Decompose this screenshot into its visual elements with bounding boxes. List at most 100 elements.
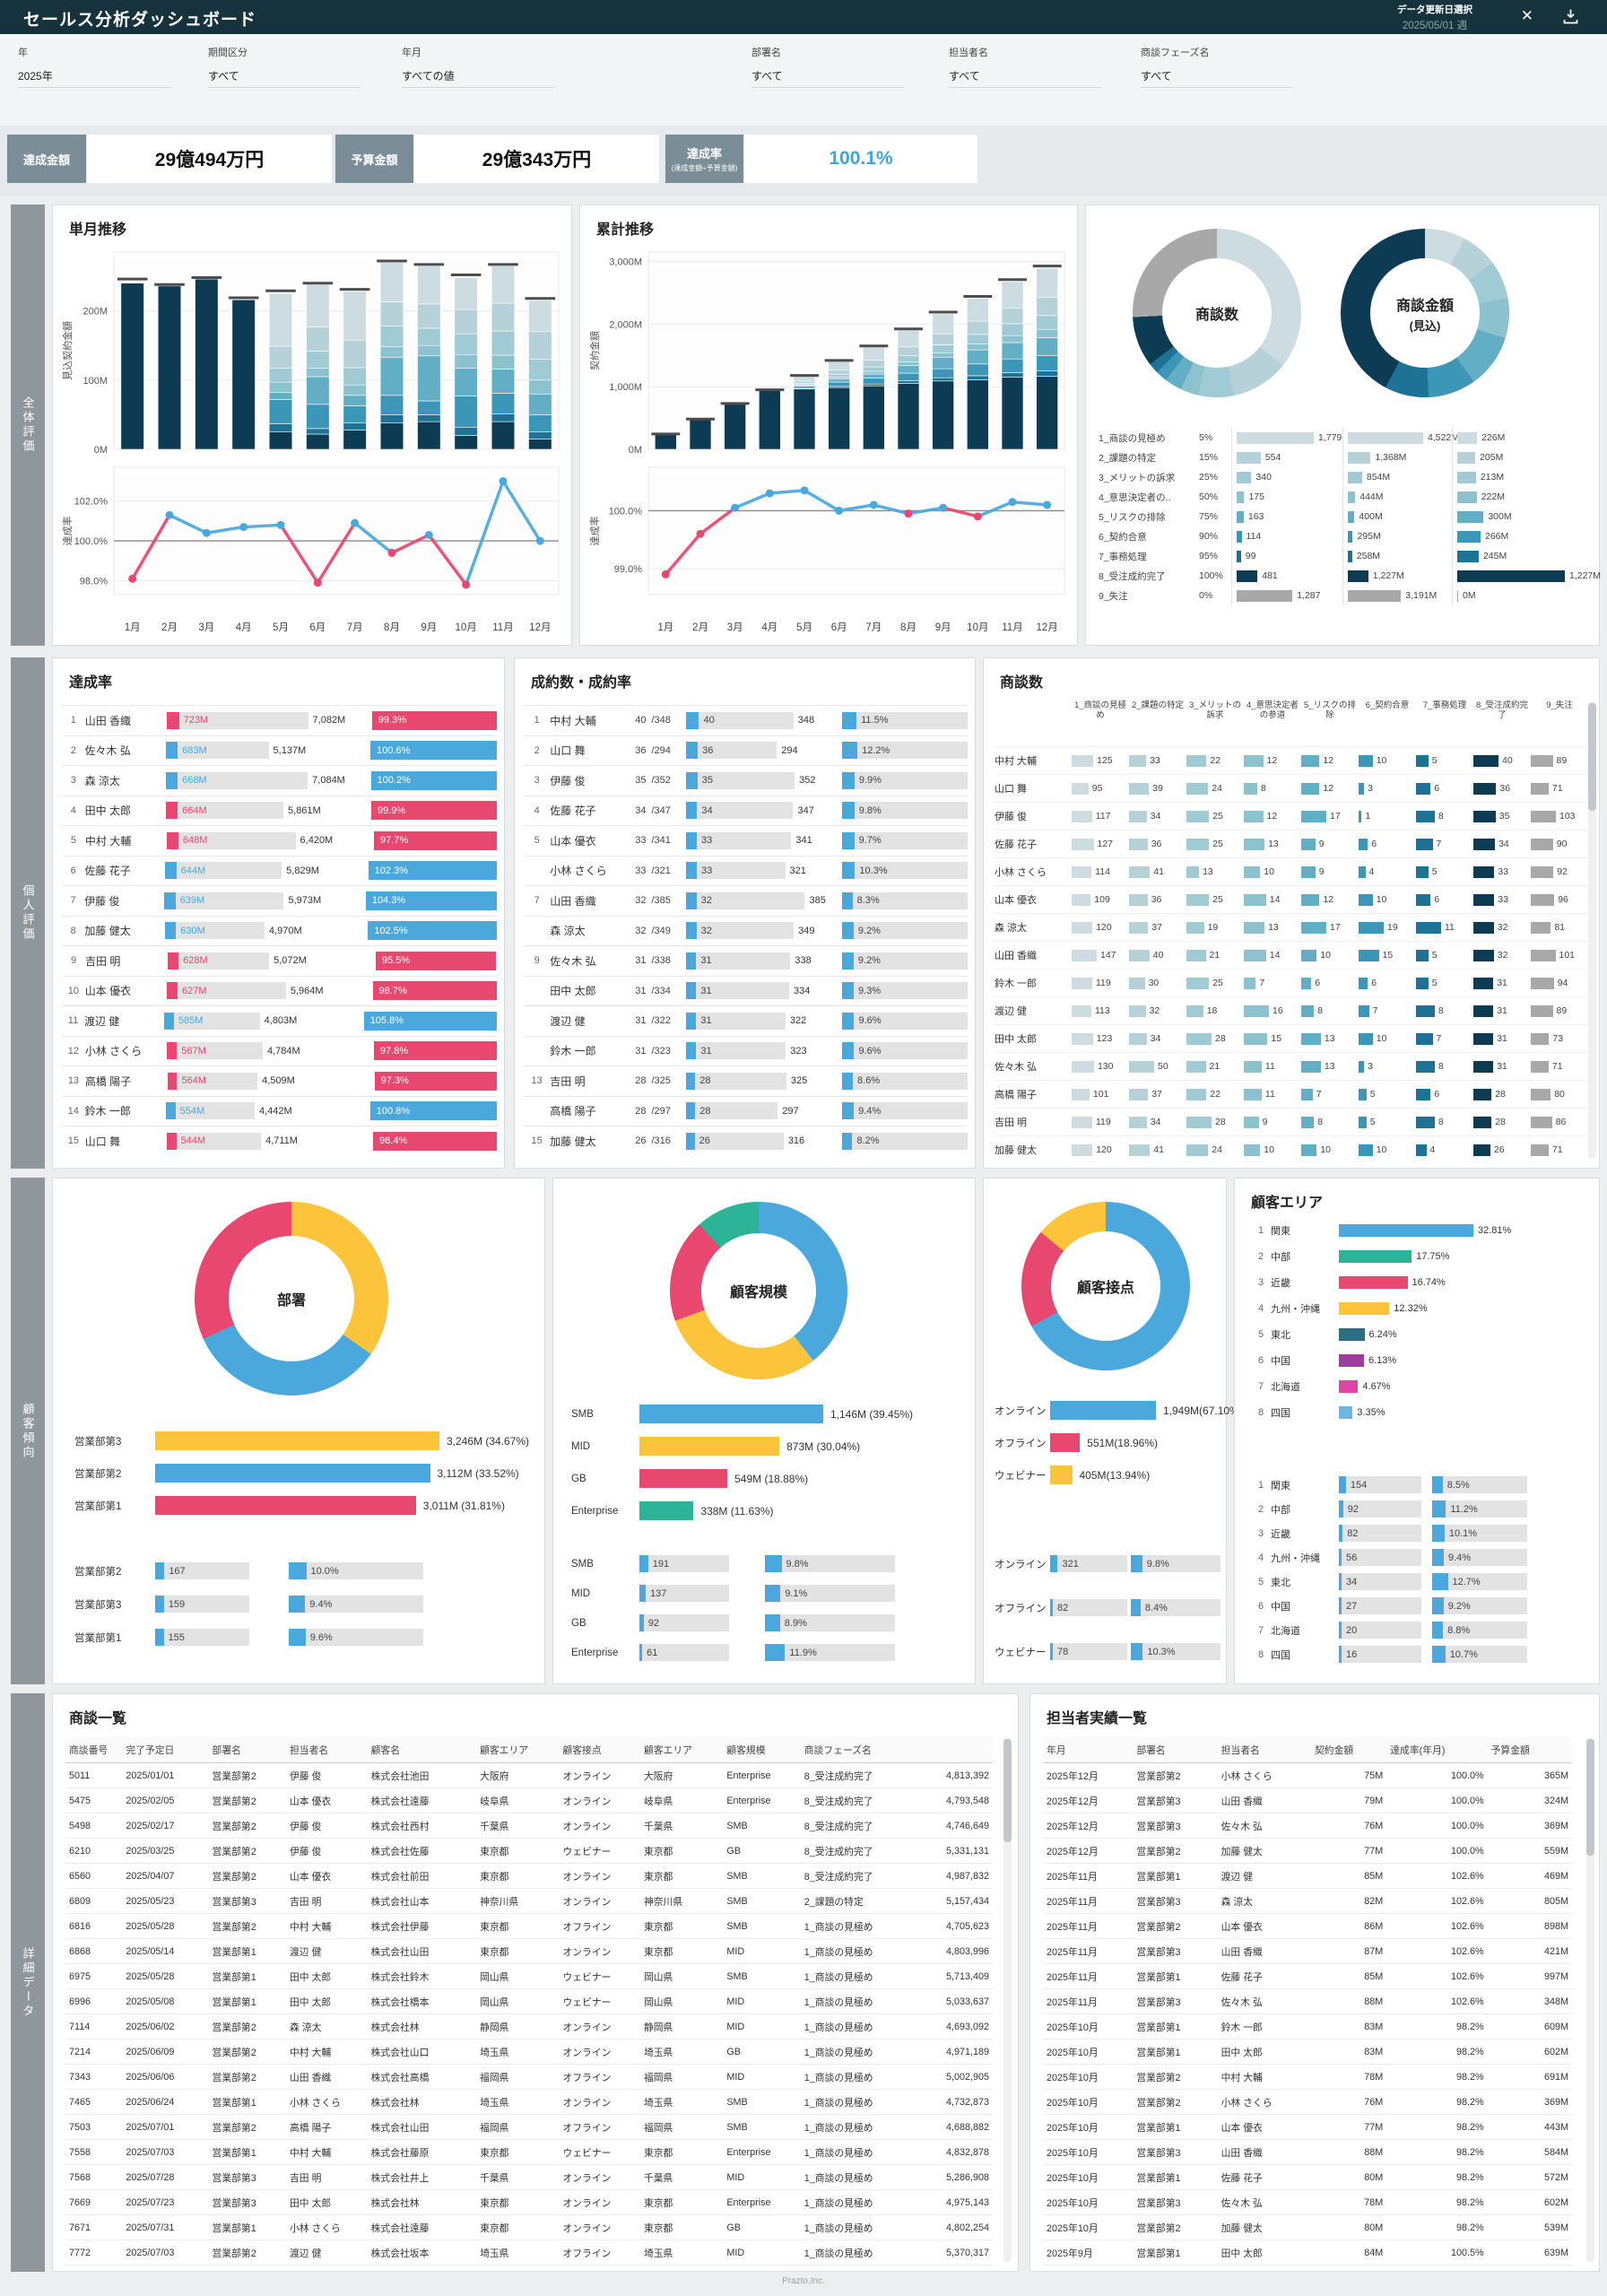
bar-mark[interactable] [1301,1088,1313,1100]
bar-mark[interactable] [1531,921,1551,934]
table-row[interactable]: 15 加藤 健太 26/316 26 316 8.2% [524,1126,969,1156]
filter-value[interactable]: すべての値 [402,68,554,88]
bar-mark[interactable] [166,711,179,729]
rate-bar[interactable]: 99.9% [370,801,497,821]
bar-mark[interactable] [155,1464,430,1483]
bar-mark[interactable] [1129,1116,1147,1128]
bar-mark[interactable] [1531,1060,1549,1073]
bar-mark[interactable] [1072,782,1089,795]
table-row[interactable]: 6816 2025/05/28 営業部第2 中村 大輔 株式会社伊藤 東京都 オフライン 東京… [65,1913,993,1939]
amount-bar-row[interactable]: Enterprise 338M (11.63%) [571,1501,966,1520]
area-mini-row[interactable]: 3 近畿 82 10.1% [1251,1525,1590,1542]
bar-mark[interactable] [1186,1004,1203,1017]
bar-segment[interactable] [932,344,954,353]
table-row[interactable]: 7343 2025/06/06 営業部第2 山田 香織 株式会社高橋 福岡県 オフライン 福岡… [65,2064,993,2090]
bar-segment[interactable] [1001,335,1024,344]
rate-bar[interactable]: 98.4% [373,1131,497,1151]
bar-segment[interactable] [268,345,293,369]
bar-segment[interactable] [932,333,954,345]
bar-segment[interactable] [379,357,404,396]
bar-mark[interactable] [686,862,698,880]
bar-mark[interactable] [1416,921,1441,934]
bar-segment[interactable] [379,414,404,423]
bar-segment[interactable] [863,383,885,387]
rate-bar[interactable]: 102.3% [368,861,497,881]
rate-bar[interactable]: 97.8% [373,1041,497,1061]
area-share-row[interactable]: 2 中部 17.75% [1251,1249,1590,1264]
bar-mark[interactable] [1186,1088,1207,1100]
bar-mark[interactable] [1186,949,1206,961]
legend-row[interactable]: 2_課題の特定 15% 554 1,368M 205M [1099,448,1594,467]
matrix-row[interactable]: 山本 優衣 109 36 25 14 12 10 6 33 96 [995,885,1588,913]
bar-mark[interactable] [1072,921,1093,934]
bar-segment[interactable] [379,301,404,326]
bar-segment[interactable] [689,419,712,450]
bar-segment[interactable] [417,414,441,422]
bar-mark[interactable] [639,1644,643,1661]
amount-bar-row[interactable]: SMB 1,146M (39.45%) [571,1405,966,1423]
bar-mark[interactable] [1129,1144,1151,1156]
amount-bar-row[interactable]: 営業部第3 3,246M (34.67%) [74,1431,532,1450]
bar-mark[interactable] [1416,1004,1435,1017]
bar-segment[interactable] [724,404,746,450]
bar-mark[interactable] [1432,1500,1446,1518]
rate-point[interactable] [869,500,878,509]
bar-mark[interactable] [1301,838,1316,850]
filter-value[interactable]: すべて [751,68,904,88]
bar-segment[interactable] [967,349,989,365]
legend-row[interactable]: 8_受注成約完了 100% 481 1,227M 1,227M [1099,566,1601,586]
table-row[interactable]: 2025年10月 営業部第1 山本 優衣 77M 98.2% 443M [1043,2114,1572,2140]
bar-mark[interactable] [1050,1401,1156,1420]
rate-point[interactable] [939,503,948,512]
column-header[interactable]: 完了予定日 [122,1737,209,1763]
bar-mark[interactable] [1473,1144,1490,1156]
bar-mark[interactable] [686,802,698,820]
bar-segment[interactable] [1001,342,1024,360]
bar-segment[interactable] [454,426,478,436]
rate-bar[interactable]: 99.3% [371,710,497,730]
bar-mark[interactable] [1531,1088,1551,1100]
bar-mark[interactable] [1416,1060,1435,1073]
bar-mark[interactable] [1348,431,1423,444]
rate-bar[interactable]: 105.8% [363,1011,497,1031]
bar-segment[interactable] [863,378,885,385]
bar-mark[interactable] [1237,491,1245,503]
bar-mark[interactable] [1072,1004,1091,1017]
bar-segment[interactable] [528,393,552,415]
bar-mark[interactable] [1244,1060,1262,1073]
bar-mark[interactable] [842,831,855,849]
table-row[interactable]: 2025年10月 営業部第2 小林 さくら 76M 98.2% 369M [1043,2089,1572,2115]
bar-segment[interactable] [268,381,293,394]
bar-mark[interactable] [686,1012,697,1030]
bar-segment[interactable] [967,375,989,380]
bar-mark[interactable] [639,1405,823,1423]
bar-segment[interactable] [454,277,478,310]
bar-segment[interactable] [932,313,954,335]
bar-segment[interactable] [793,386,816,389]
rate-bar[interactable]: 95.5% [376,951,496,970]
column-header[interactable]: 部署名 [208,1737,286,1763]
bar-mark[interactable] [842,922,854,940]
bar-mark[interactable] [1359,1032,1373,1045]
bar-segment[interactable] [268,423,293,433]
column-header[interactable]: 契約金額 [1310,1737,1387,1763]
table-row[interactable]: 2 山口 舞 36/294 36 294 12.2% [524,735,969,766]
matrix-row[interactable]: 伊藤 俊 117 34 25 12 17 1 8 35 103 [995,802,1588,830]
bar-mark[interactable] [1339,1622,1342,1639]
bar-mark[interactable] [1244,949,1266,961]
bar-segment[interactable] [1036,315,1058,330]
table-row[interactable]: 4 田中 太郎 664M 5,861M 99.9% [62,795,497,826]
matrix-row[interactable]: 高橋 陽子 101 37 22 11 7 5 6 28 80 [995,1080,1588,1108]
bar-segment[interactable] [528,300,552,333]
bar-mark[interactable] [1072,838,1094,850]
bar-mark[interactable] [1473,921,1494,934]
bar-mark[interactable] [1457,570,1565,582]
rate-bar[interactable]: 97.3% [374,1071,497,1091]
bar-mark[interactable] [1186,810,1210,822]
bar-segment[interactable] [967,344,989,351]
filter-value[interactable]: 2025年 [18,68,170,88]
table-row[interactable]: 7669 2025/07/23 営業部第3 田中 太郎 株式会社林 東京都 オンライン 東京都… [65,2189,993,2215]
bar-mark[interactable] [1072,865,1092,878]
bar-segment[interactable] [343,384,367,396]
